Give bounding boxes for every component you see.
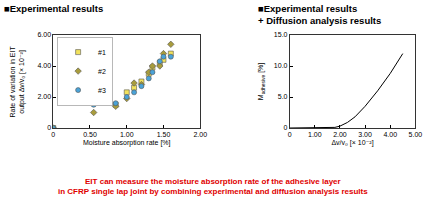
svg-text:EIT can measure the moisture a: EIT can measure the moisture absorption … [58, 177, 368, 196]
svg-text:1.50: 1.50 [157, 131, 171, 138]
svg-text:3.00: 3.00 [358, 131, 372, 138]
svg-text:M​adhesive​ [%]: M​adhesive​ [%] [257, 63, 265, 101]
svg-text:■Experimental results+ Diffusi: ■Experimental results+ Diffusion analysi… [258, 3, 381, 26]
svg-text:0: 0 [284, 124, 288, 131]
svg-text:Δv/v₀ [× 10⁻²]: Δv/v₀ [× 10⁻²] [331, 139, 373, 147]
svg-text:#1: #1 [98, 49, 106, 56]
svg-text:4.00: 4.00 [383, 131, 397, 138]
svg-text:4.00: 4.00 [37, 62, 51, 69]
svg-text:15.0: 15.0 [274, 31, 288, 38]
svg-text:Rate of variation in EIToutput: Rate of variation in EIToutput Δv/v₀ [× … [9, 46, 26, 118]
svg-text:2.00: 2.00 [333, 131, 347, 138]
svg-text:2.00: 2.00 [193, 131, 207, 138]
svg-text:Moisture absorption rate [%]: Moisture absorption rate [%] [83, 139, 171, 147]
svg-text:1.00: 1.00 [120, 131, 134, 138]
svg-text:■Experimental results: ■Experimental results [4, 3, 103, 14]
svg-text:2.00: 2.00 [37, 93, 51, 100]
svg-text:5.0: 5.0 [278, 93, 288, 100]
svg-text:10.0: 10.0 [274, 62, 288, 69]
svg-text:6.00: 6.00 [37, 31, 51, 38]
svg-text:0: 0 [288, 131, 292, 138]
svg-text:#2: #2 [98, 68, 106, 75]
svg-text:0: 0 [51, 131, 55, 138]
svg-text:5.00: 5.00 [409, 131, 423, 138]
svg-text:0: 0 [47, 124, 51, 131]
svg-text:0.50: 0.50 [83, 131, 97, 138]
svg-text:#3: #3 [98, 87, 106, 94]
svg-text:1.00: 1.00 [308, 131, 322, 138]
